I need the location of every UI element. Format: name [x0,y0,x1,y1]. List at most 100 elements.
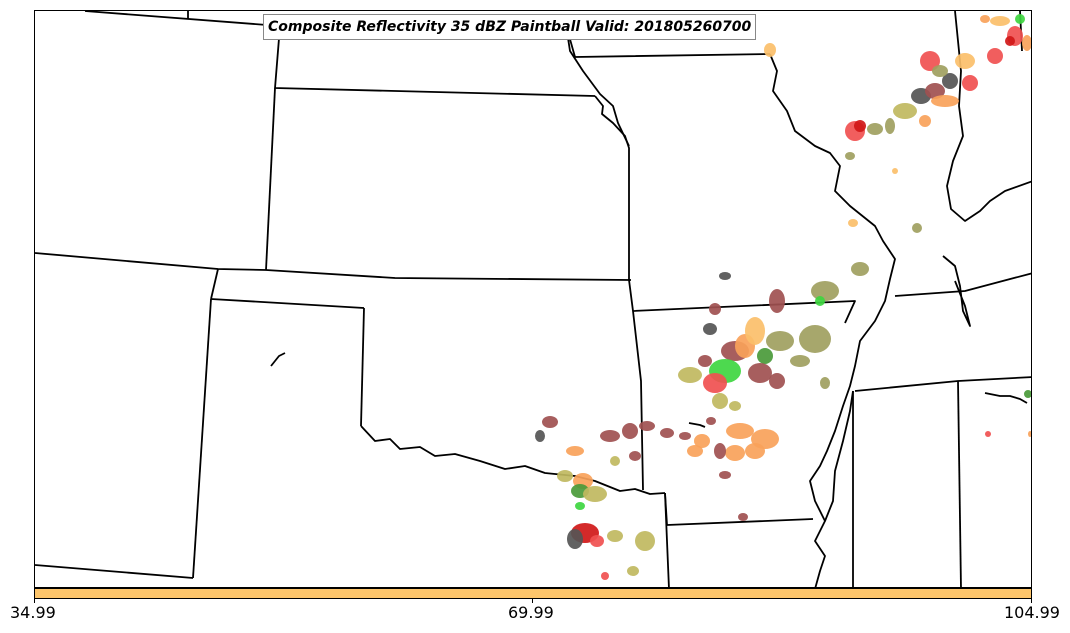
storm-cell-ar-32 [848,219,858,227]
border-mo-ar [632,300,856,324]
storm-cell-ar-7 [748,363,772,383]
storm-cell-tx-14 [627,566,639,576]
storm-cell-ar-33 [912,223,922,233]
colorbar [34,588,1032,599]
storm-cell-ok-9 [694,434,710,448]
storm-cell-il-7 [925,83,945,99]
colorbar-min-label: 34.99 [10,603,56,622]
colorbar-tick-max [1031,599,1032,603]
border-ks-ok [265,269,632,281]
storm-cell-ar-22 [726,423,754,439]
storm-cell-ar-11 [820,377,830,389]
storm-cell-il-10 [931,95,959,107]
storm-cell-ar-17 [769,289,785,313]
storm-cell-tx-13 [635,531,655,551]
colorbar-mid-label: 69.99 [508,603,554,622]
storm-cell-ar-6 [757,348,773,364]
storm-cell-ar-15 [712,393,728,409]
storm-cell-ar-28 [719,471,731,479]
storm-cell-ar-21 [815,296,825,306]
storm-cell-tx-2 [535,430,545,442]
storm-cell-il-24 [892,168,898,174]
storm-cell-tx-12 [607,530,623,542]
border-iowa-mo [565,24,630,147]
storm-cell-il-15 [987,48,1003,64]
storm-cell-ar-12 [769,373,785,389]
river-ar-small [688,422,706,428]
map-panel [34,10,1032,588]
storm-cell-ar-13 [678,367,702,383]
border-il-in [946,11,1031,222]
storm-cell-il-13 [920,51,940,71]
border-ar-ms-tail [824,390,854,522]
storm-cell-ok-8 [687,445,703,457]
border-red-river [360,425,666,495]
storm-cell-tx-15 [601,572,609,580]
storm-cell-east-2 [985,431,991,437]
colorbar-tick-min [34,599,35,603]
storm-cell-tx-8 [575,502,585,510]
storm-cell-ok-7 [610,456,620,466]
border-nm-west [192,298,212,579]
storm-cell-east-3 [1028,431,1031,437]
storm-cell-ar-10 [790,355,810,367]
storm-cell-il-21 [1022,35,1031,51]
storm-cell-il-17 [1005,36,1015,46]
storm-cell-tx-3 [566,446,584,456]
storm-cell-il-3 [867,123,883,135]
storm-cell-ar-18 [709,303,721,315]
border-nw-diagonal [84,11,281,27]
storm-cell-tx-5 [557,470,573,482]
storm-cell-ok-1 [600,430,620,442]
storm-cell-ar-29 [738,513,748,521]
storm-cell-il-4 [885,118,895,134]
storm-cell-ar-26 [714,443,726,459]
border-ok-ar [628,279,644,491]
lake-small-nm [270,352,286,367]
storm-cell-il-9 [962,75,978,91]
storm-cell-ar-8 [766,331,794,351]
border-nm-ok [360,307,365,427]
border-ky-river [942,255,971,327]
storm-cell-ok-4 [660,428,674,438]
storm-cell-ar-30 [851,262,869,276]
storm-cell-ok-3 [639,421,655,431]
storm-cell-ar-20 [811,281,839,301]
border-wy-co [35,252,267,271]
storm-cell-ar-25 [745,443,765,459]
storm-cell-ar-23 [725,445,745,461]
storm-cell-il-20 [1015,14,1025,24]
border-ks-mo [594,95,630,280]
storm-cell-tx-10 [567,529,583,549]
storm-cell-ok-2 [622,423,638,439]
storm-cell-ar-31 [719,272,731,280]
map-title: Composite Reflectivity 35 dBZ Paintball … [263,14,757,40]
storm-cell-ar-5 [745,317,765,345]
storm-cell-ar-16 [729,401,741,411]
border-mississippi [769,53,896,587]
border-nm-north [210,298,365,309]
storm-cell-tx-7 [583,486,607,502]
colorbar-tick-mid [532,599,533,603]
border-ky-tn [894,272,1031,297]
storm-cell-il-22 [764,43,776,57]
storm-cell-il-18 [990,16,1010,26]
border-ar-la [664,492,814,526]
storm-cell-il-12 [955,53,975,69]
border-ms-al [957,380,962,587]
storm-cell-ok-6 [629,451,641,461]
storm-cell-ar-19 [703,323,717,335]
border-tx-east [664,492,670,587]
storm-cell-ar-14 [698,355,712,367]
river-ky-lake [984,392,1028,404]
storm-cell-il-2 [854,120,866,132]
storm-cell-il-14 [932,65,948,77]
storm-cell-il-19 [980,15,990,23]
storm-cell-il-23 [845,152,855,160]
colorbar-max-label: 104.99 [1004,603,1060,622]
storm-cell-ar-9 [799,325,831,353]
storm-cell-tx-1 [542,416,558,428]
storm-cell-ok-5 [679,432,691,440]
storm-cell-il-5 [893,103,917,119]
border-tn-north [854,376,1031,392]
